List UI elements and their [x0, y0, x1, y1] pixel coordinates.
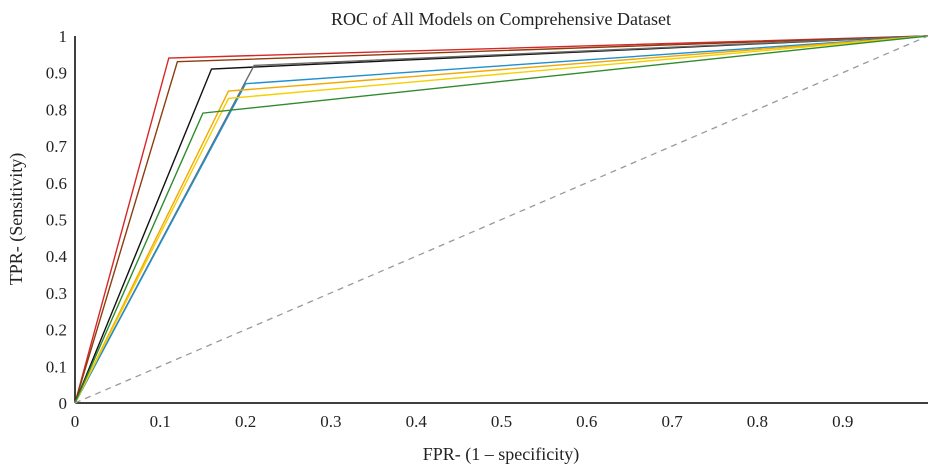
- plot-area: 0 0.1 0.2 0.3 0.4 0.5 0.6 0.7 0.8 0.9 00.10.20.30…: [46, 27, 928, 431]
- roc-curve-6: [74, 35, 928, 404]
- roc-curve-7: [74, 35, 928, 404]
- series-lines: [74, 35, 928, 404]
- y-tick-label: 0.5: [46, 211, 67, 230]
- y-tick-label: 0.6: [46, 174, 67, 193]
- y-tick-label: 1: [59, 27, 68, 46]
- y-tick-labels: 0 0.1 0.2 0.3 0.4 0.5 0.6 0.7 0.8 0.9 1: [46, 27, 68, 413]
- x-tick-label: 0.9: [832, 412, 853, 431]
- x-tick-label: 0.2: [235, 412, 256, 431]
- chance-diagonal-line: [74, 35, 928, 404]
- x-tick-label: 0.7: [661, 412, 683, 431]
- y-tick-label: 0.4: [46, 247, 68, 266]
- y-tick-label: 0: [59, 394, 68, 413]
- y-tick-label: 0.1: [46, 357, 67, 376]
- roc-curve-5: [74, 35, 928, 404]
- x-tick-label: 0.6: [576, 412, 597, 431]
- y-tick-label: 0.8: [46, 100, 67, 119]
- y-tick-label: 0.7: [46, 137, 68, 156]
- roc-curve-1: [74, 35, 928, 404]
- roc-curve-2: [74, 35, 928, 404]
- x-tick-label: 0.3: [320, 412, 341, 431]
- x-tick-label: 0.8: [747, 412, 768, 431]
- y-axis-title: TPR- (Sensitivity): [6, 153, 27, 286]
- x-tick-label: 0.4: [406, 412, 428, 431]
- x-tick-labels: 0 0.1 0.2 0.3 0.4 0.5 0.6 0.7 0.8 0.9: [71, 412, 854, 431]
- x-tick-label: 0.5: [491, 412, 512, 431]
- x-tick-label: 0.1: [150, 412, 171, 431]
- chart-title: ROC of All Models on Comprehensive Datas…: [331, 9, 671, 29]
- y-tick-label: 0.3: [46, 284, 67, 303]
- y-tick-label: 0.9: [46, 64, 67, 83]
- y-tick-label: 0.2: [46, 321, 67, 340]
- x-tick-label: 0: [71, 412, 80, 431]
- x-axis-title: FPR- (1 – specificity): [423, 444, 579, 465]
- roc-curve-8: [74, 35, 928, 404]
